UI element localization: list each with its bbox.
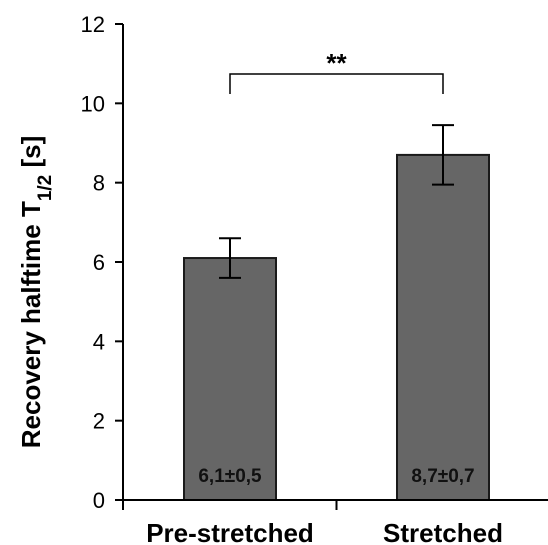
x-categories-layer: Pre-stretched Stretched bbox=[122, 500, 503, 545]
bar bbox=[396, 153, 490, 501]
bar bbox=[183, 257, 277, 501]
significance-layer: ** bbox=[229, 48, 444, 94]
bar-value-label: 6,1±0,5 bbox=[198, 466, 262, 487]
y-tick-label: 12 bbox=[81, 12, 105, 37]
y-axis-title-unit: [s] bbox=[16, 136, 46, 175]
x-category-label: Pre-stretched bbox=[146, 518, 314, 545]
x-category-label: Stretched bbox=[383, 518, 503, 545]
bar-value-labels-layer: 6,1±0,5 8,7±0,7 bbox=[198, 466, 474, 487]
y-axis-title: Recovery halftime T1/2 [s] bbox=[16, 136, 56, 449]
y-tick-label: 2 bbox=[93, 409, 105, 434]
y-tick-label: 8 bbox=[93, 171, 105, 196]
y-tick-label: 0 bbox=[93, 488, 105, 513]
error-bars-layer bbox=[219, 124, 454, 279]
y-tick-label: 10 bbox=[81, 91, 105, 116]
y-ticks-layer: 0 2 4 6 8 10 12 bbox=[81, 12, 123, 513]
y-tick-label: 6 bbox=[93, 250, 105, 275]
y-axis-title-main: Recovery halftime T bbox=[16, 201, 46, 448]
y-tick-label: 4 bbox=[93, 329, 105, 354]
bars-layer bbox=[183, 153, 490, 501]
y-axis-title-subscript: 1/2 bbox=[35, 175, 56, 201]
significance-label: ** bbox=[326, 48, 347, 78]
bar-value-label: 8,7±0,7 bbox=[411, 466, 474, 487]
significance-bracket bbox=[229, 73, 444, 94]
